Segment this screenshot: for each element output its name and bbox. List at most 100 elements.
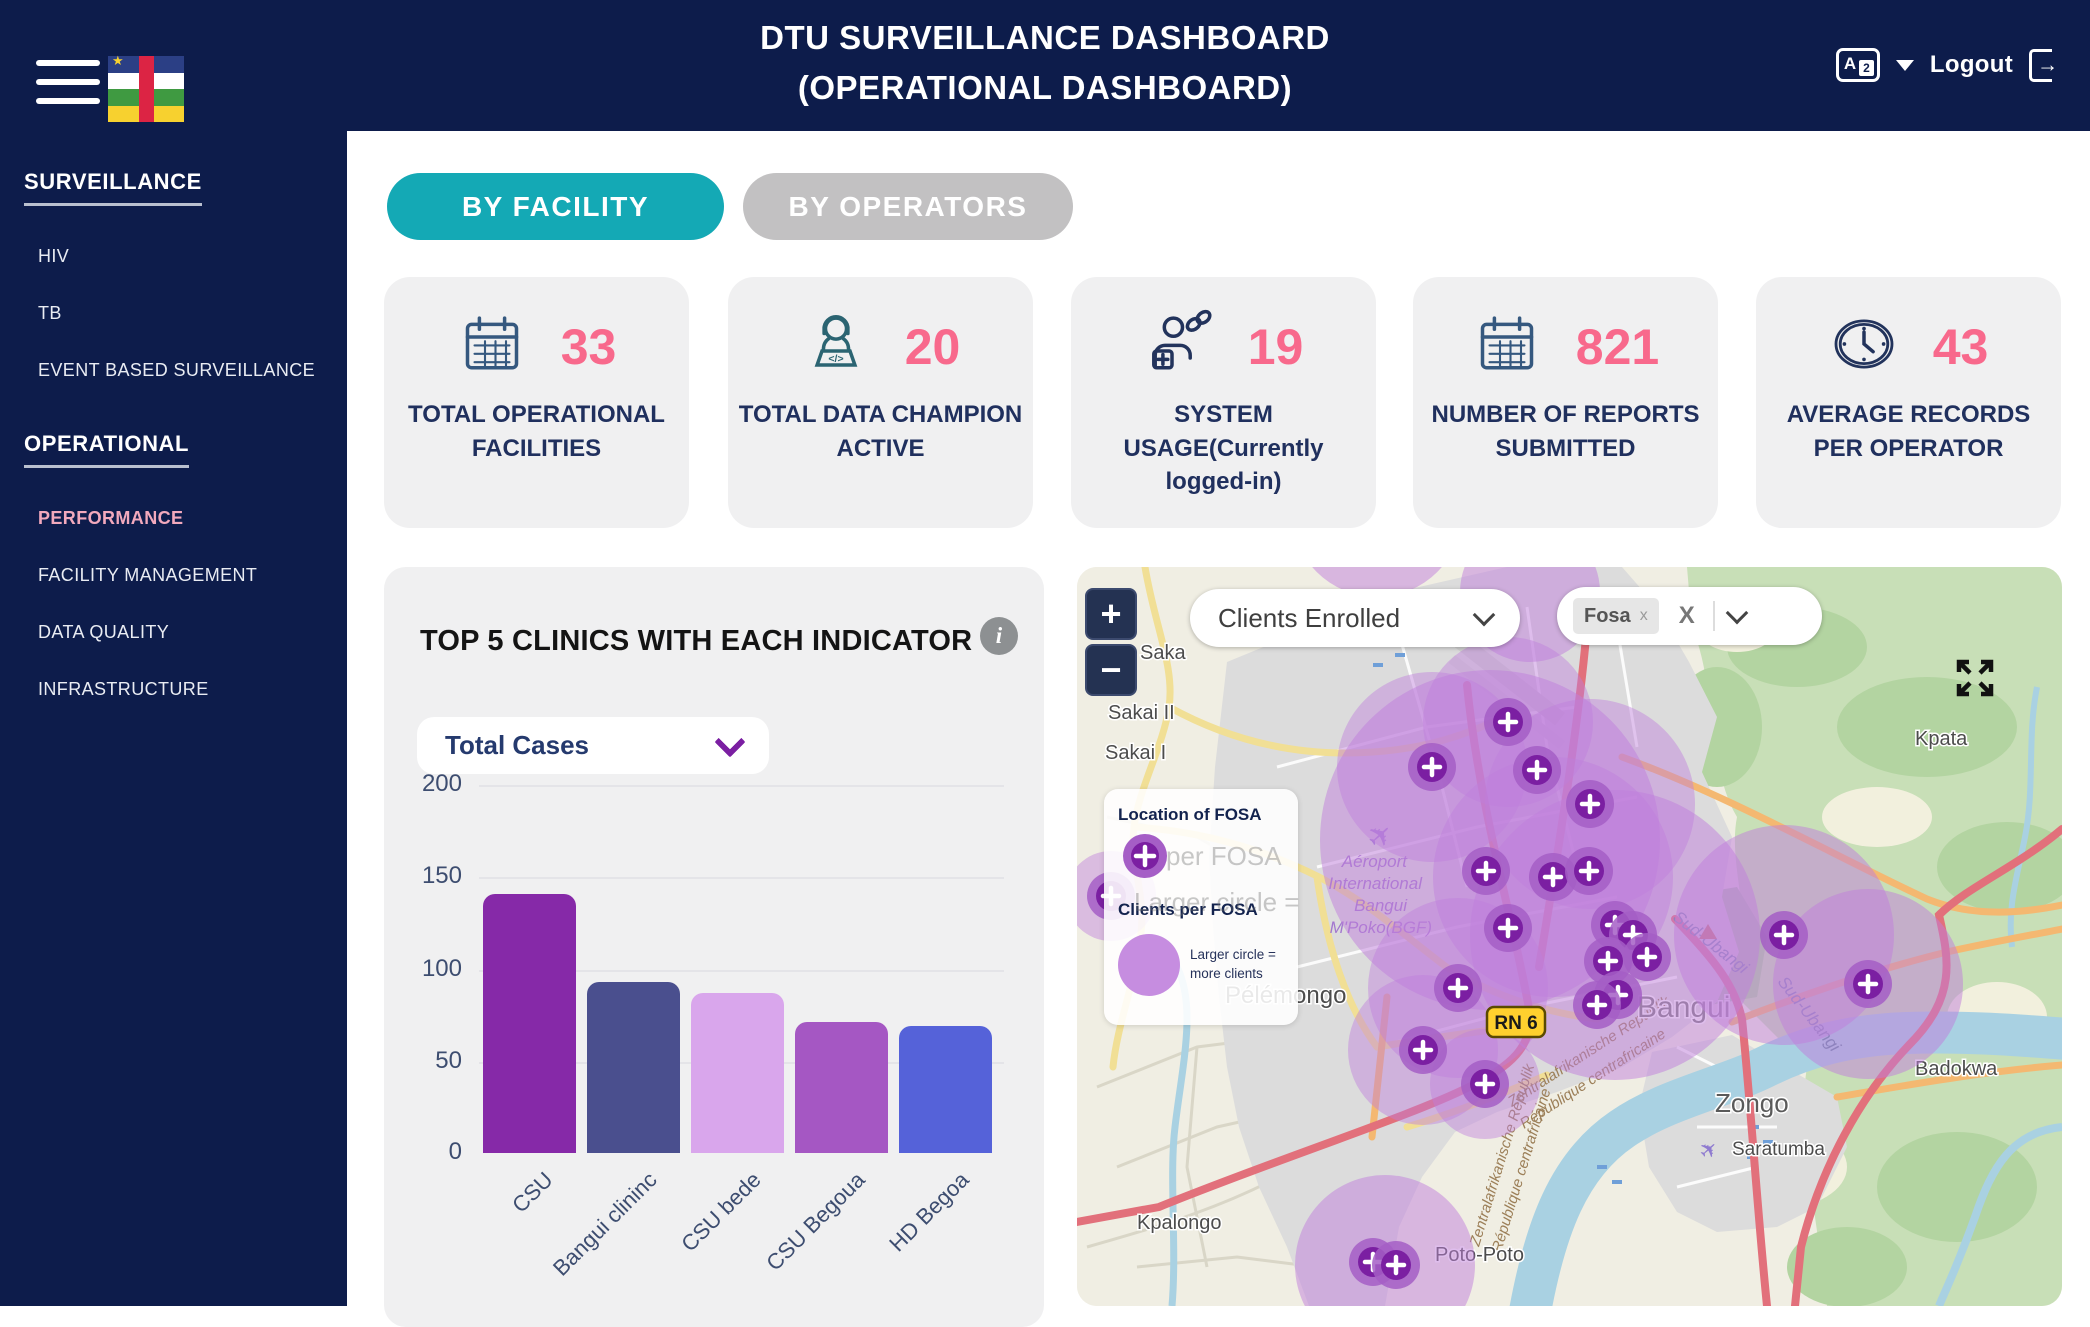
- map-zoom-in-button[interactable]: +: [1085, 588, 1137, 640]
- map-legend: per FOSA Larger circle = Location of FOS…: [1104, 789, 1299, 1025]
- fullscreen-icon[interactable]: [1953, 656, 1997, 700]
- stat-label: AVERAGE RECORDS PER OPERATOR: [1786, 401, 2031, 462]
- y-tick: 200: [421, 770, 462, 797]
- label-kpata: Kpata: [1915, 728, 1968, 750]
- logout-icon[interactable]: →: [2029, 48, 2058, 82]
- translate-icon[interactable]: A 2: [1835, 48, 1880, 82]
- map-layer-dropdown[interactable]: Clients Enrolled: [1190, 589, 1520, 647]
- chip-label: Fosa: [1584, 604, 1631, 627]
- top5-clinics-panel: TOP 5 CLINICS WITH EACH INDICATOR i Tota…: [384, 567, 1044, 1327]
- data-champion-icon: </>: [801, 309, 871, 384]
- info-icon[interactable]: i: [980, 617, 1018, 655]
- fosa-marker[interactable]: [1573, 981, 1621, 1029]
- label-sakai-ii: Sakai II: [1108, 702, 1175, 724]
- stat-value: 821: [1575, 318, 1660, 375]
- map-filter-multiselect[interactable]: Fosa x X: [1557, 587, 1822, 645]
- fosa-marker-icon: [1122, 833, 1284, 884]
- chip-remove-icon[interactable]: x: [1639, 607, 1648, 624]
- clock-icon: [1829, 309, 1899, 384]
- translate-sub: 2: [1858, 60, 1874, 76]
- car-flag: ★: [108, 53, 184, 122]
- sidebar-item-event-based-surveillance[interactable]: EVENT BASED SURVEILLANCE: [38, 360, 316, 380]
- fosa-marker[interactable]: [1462, 847, 1510, 895]
- chart-title: TOP 5 CLINICS WITH EACH INDICATOR: [420, 625, 973, 657]
- fosa-marker[interactable]: [1565, 847, 1613, 895]
- stat-label: TOTAL DATA CHAMPION ACTIVE: [738, 401, 1023, 462]
- fosa-marker[interactable]: [1484, 904, 1532, 952]
- label-badokwa: Badokwa: [1915, 1058, 1998, 1080]
- fosa-marker[interactable]: [1513, 746, 1561, 794]
- svg-text:</>: </>: [828, 353, 843, 365]
- legend-clients-title: Clients per FOSA: [1118, 900, 1258, 919]
- app-header: ★ DTU SURVEILLANCE DASHBOARD (OPERATIONA…: [0, 0, 2090, 131]
- bar-bangui-clininc[interactable]: [587, 981, 680, 1153]
- sidebar-item-data-quality[interactable]: DATA QUALITY: [38, 622, 170, 642]
- tab-by-operators[interactable]: BY OPERATORS: [743, 173, 1073, 240]
- calendar-icon: [1472, 309, 1542, 384]
- y-tick: 150: [421, 862, 462, 889]
- fosa-marker[interactable]: [1372, 1241, 1420, 1289]
- filter-chip-fosa[interactable]: Fosa x: [1573, 598, 1659, 634]
- gridline: [479, 877, 1004, 879]
- y-tick: 50: [435, 1047, 462, 1074]
- river: [1509, 1011, 2062, 1306]
- indicator-dropdown-value: Total Cases: [445, 730, 590, 760]
- sidebar-item-hiv[interactable]: HIV: [38, 246, 70, 266]
- fosa-marker[interactable]: [1434, 964, 1482, 1012]
- label-saka: Saka: [1140, 642, 1186, 664]
- bar-csu-bede[interactable]: [691, 992, 784, 1153]
- user-link-icon: [1144, 309, 1214, 384]
- flag-star-icon: ★: [112, 53, 124, 68]
- page-title: DTU SURVEILLANCE DASHBOARD (OPERATIONAL …: [760, 13, 1330, 112]
- fosa-marker[interactable]: [1484, 698, 1532, 746]
- stat-value: 20: [904, 318, 961, 375]
- fosa-marker[interactable]: [1566, 780, 1614, 828]
- sidebar-item-facility-management[interactable]: FACILITY MANAGEMENT: [38, 565, 258, 585]
- stat-label: NUMBER OF REPORTS SUBMITTED: [1431, 401, 1700, 462]
- bar-csu[interactable]: [483, 893, 576, 1153]
- stat-card-reports: 821 NUMBER OF REPORTS SUBMITTED: [1413, 277, 1718, 528]
- bar-chart: [479, 785, 1004, 1153]
- tab-by-facility[interactable]: BY FACILITY: [387, 173, 724, 240]
- logout-button[interactable]: Logout: [1929, 51, 2013, 78]
- sidebar: SURVEILLANCE HIV TB EVENT BASED SURVEILL…: [0, 131, 347, 1306]
- label-zongo: Zongo: [1715, 1088, 1789, 1118]
- filter-clear-icon[interactable]: X: [1678, 602, 1695, 629]
- legend-note: Larger circle = more clients: [1190, 947, 1276, 981]
- fosa-marker[interactable]: [1844, 960, 1892, 1008]
- calendar-icon: [457, 309, 527, 384]
- map-zoom-out-button[interactable]: −: [1085, 644, 1137, 696]
- stat-value: 33: [560, 318, 617, 375]
- title-line-2: (OPERATIONAL DASHBOARD): [797, 68, 1293, 106]
- stat-value: 19: [1247, 318, 1304, 375]
- sidebar-item-tb[interactable]: TB: [38, 303, 62, 323]
- map-panel: Zentralafrikanische Republik République …: [1077, 567, 2062, 1306]
- stat-card-system-usage: 19 SYSTEM USAGE(Currently logged-in): [1071, 277, 1376, 528]
- chevron-down-icon[interactable]: [1895, 59, 1914, 71]
- svg-text:RN 6: RN 6: [1494, 1013, 1537, 1034]
- label-kpalongo: Kpalongo: [1137, 1212, 1222, 1234]
- stat-label: SYSTEM USAGE(Currently logged-in): [1123, 401, 1324, 496]
- chevron-down-icon[interactable]: [1725, 601, 1749, 625]
- map-layer-value: Clients Enrolled: [1218, 602, 1401, 633]
- sidebar-heading-operational[interactable]: OPERATIONAL: [24, 431, 190, 468]
- divider: [1712, 601, 1715, 631]
- fosa-marker[interactable]: [1399, 1026, 1447, 1074]
- translate-letter: A: [1843, 54, 1857, 73]
- sidebar-item-performance[interactable]: PERFORMANCE: [38, 508, 184, 528]
- label-saratumba: Saratumba: [1732, 1139, 1825, 1160]
- bar-csu-begoua[interactable]: [795, 1022, 888, 1153]
- fosa-marker[interactable]: [1760, 911, 1808, 959]
- map-canvas[interactable]: Zentralafrikanische Republik République …: [1077, 567, 2062, 1306]
- gridline: [479, 970, 1004, 972]
- sidebar-heading-surveillance[interactable]: SURVEILLANCE: [24, 169, 202, 206]
- bar-hd-begoa[interactable]: [899, 1026, 992, 1153]
- hamburger-menu-icon[interactable]: [36, 60, 100, 104]
- stat-card-average-records: 43 AVERAGE RECORDS PER OPERATOR: [1756, 277, 2061, 528]
- fosa-marker[interactable]: [1408, 743, 1456, 791]
- fosa-marker[interactable]: [1461, 1060, 1509, 1108]
- indicator-dropdown[interactable]: Total Cases: [417, 717, 769, 774]
- y-tick: 100: [421, 955, 462, 982]
- road-badge: RN 6: [1485, 1005, 1547, 1039]
- sidebar-item-infrastructure[interactable]: INFRASTRUCTURE: [38, 679, 209, 699]
